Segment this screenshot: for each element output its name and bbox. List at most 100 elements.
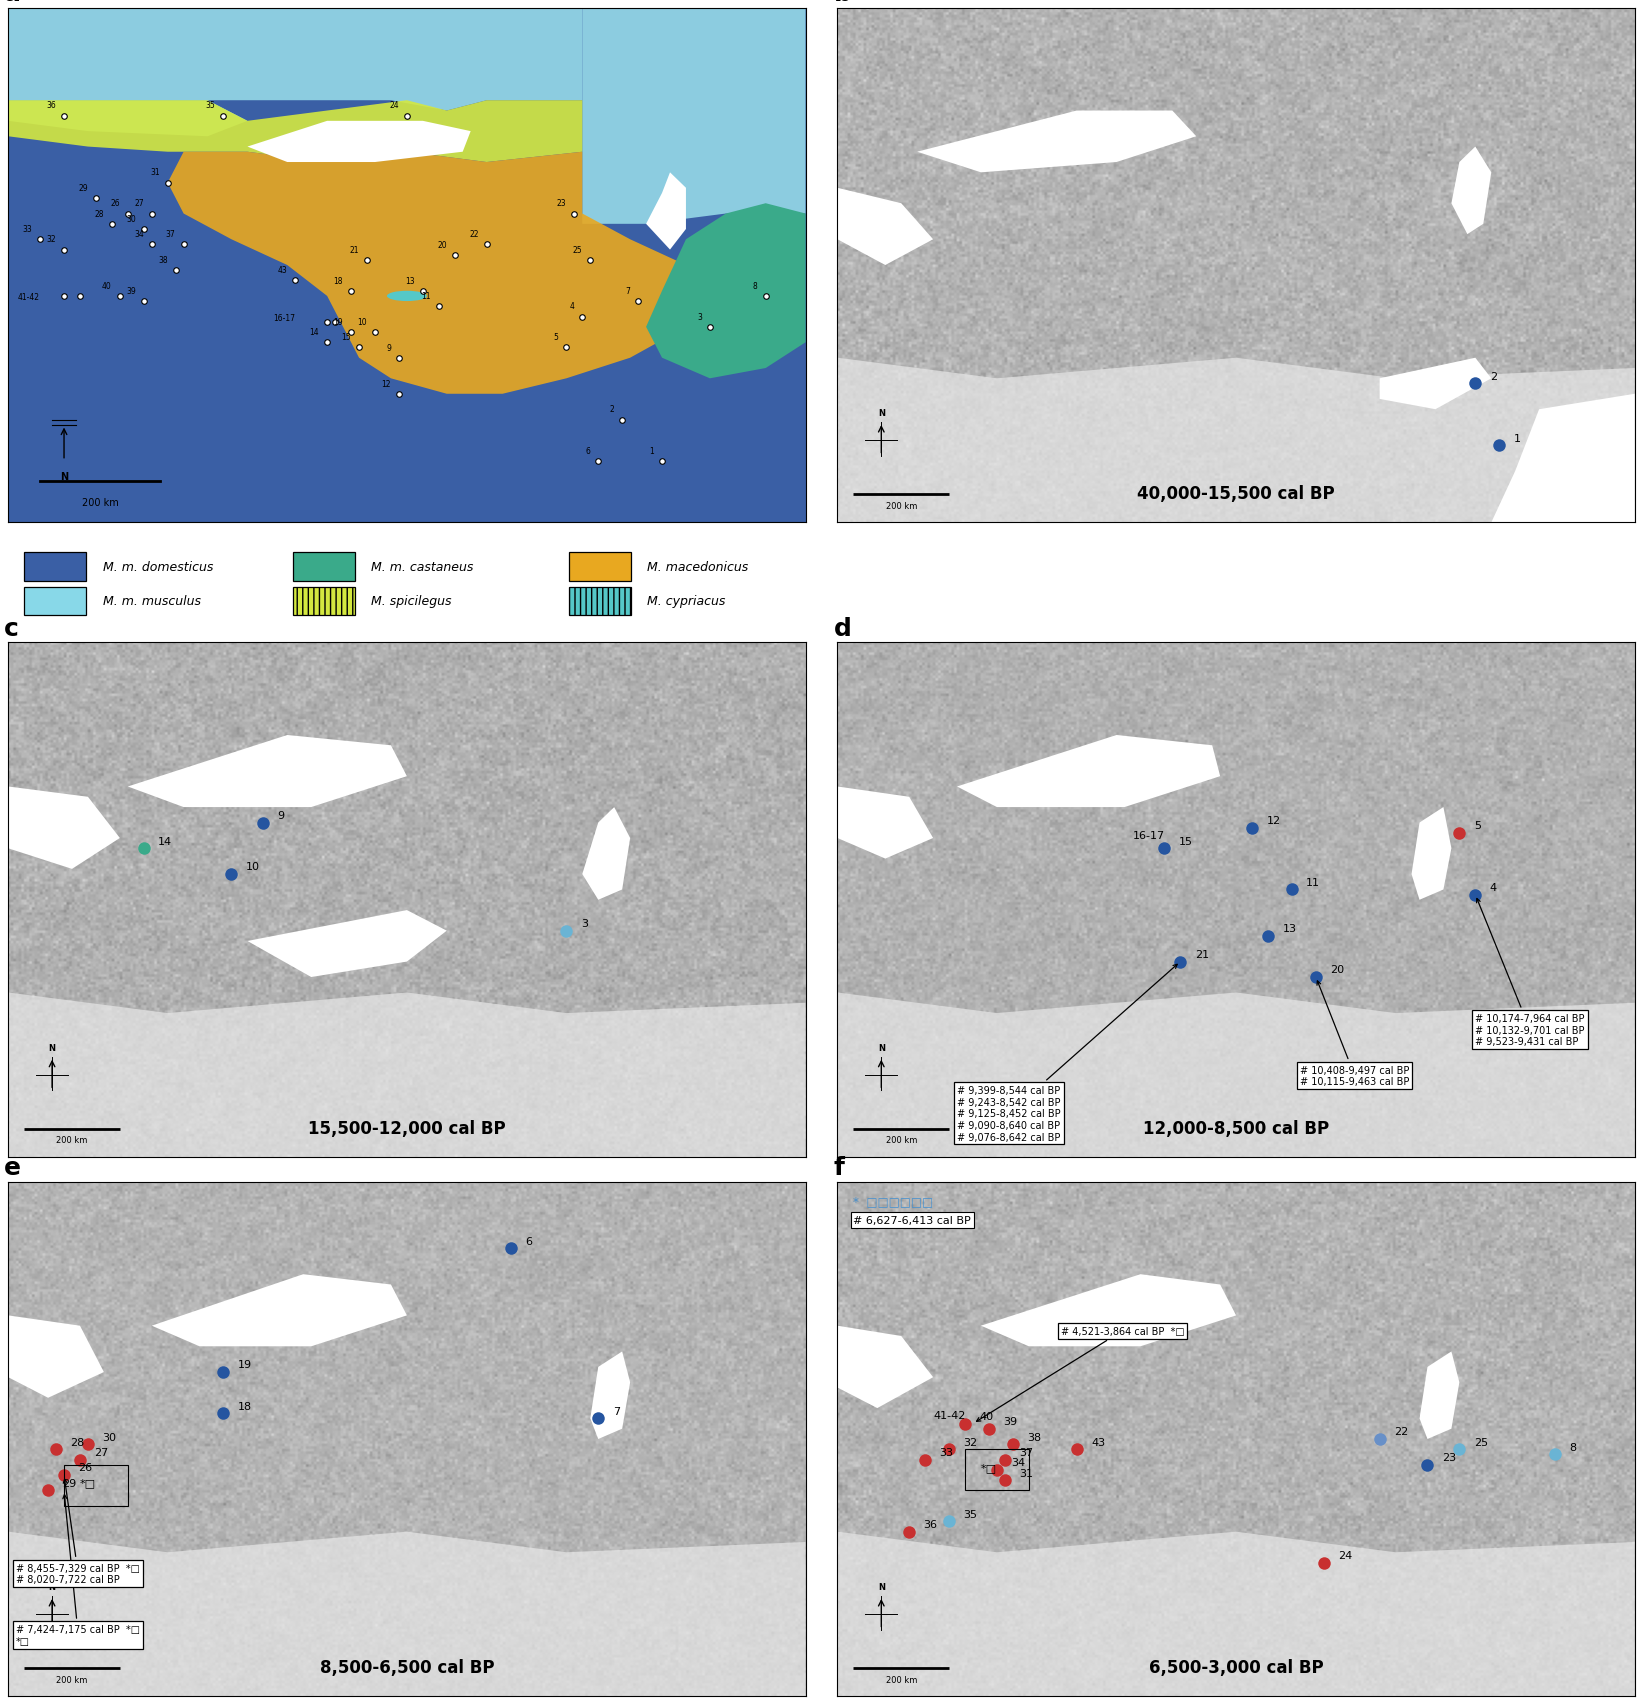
Text: 200 km: 200 km [886, 501, 917, 510]
Text: 2: 2 [1490, 372, 1497, 382]
Polygon shape [838, 1326, 933, 1408]
Text: 16-17: 16-17 [1132, 830, 1165, 841]
Text: 14: 14 [158, 835, 173, 846]
Polygon shape [838, 1531, 1635, 1696]
Text: 31: 31 [150, 169, 159, 177]
Polygon shape [956, 735, 1221, 808]
Text: 6,500-3,000 cal BP: 6,500-3,000 cal BP [1148, 1657, 1323, 1676]
Text: 23: 23 [557, 199, 567, 208]
Text: 200 km: 200 km [56, 1674, 87, 1683]
Polygon shape [8, 1316, 104, 1398]
Text: 14: 14 [309, 327, 319, 338]
Polygon shape [8, 1531, 805, 1696]
Text: 15: 15 [342, 332, 352, 343]
Text: 24: 24 [1337, 1550, 1352, 1560]
Polygon shape [838, 788, 933, 859]
Text: 33: 33 [23, 225, 33, 234]
Text: 37: 37 [166, 230, 176, 239]
Polygon shape [248, 121, 470, 164]
Text: 19: 19 [334, 317, 343, 327]
FancyBboxPatch shape [570, 552, 631, 581]
Text: 12: 12 [1267, 815, 1280, 825]
Text: 18: 18 [334, 276, 343, 285]
Text: 1: 1 [1513, 433, 1520, 443]
Polygon shape [582, 9, 805, 225]
Text: # 10,174-7,964 cal BP
# 10,132-9,701 cal BP
# 9,523-9,431 cal BP: # 10,174-7,964 cal BP # 10,132-9,701 cal… [1475, 899, 1585, 1047]
Text: M. spicilegus: M. spicilegus [371, 595, 452, 609]
Text: e: e [5, 1156, 21, 1180]
Text: a: a [5, 0, 21, 5]
FancyBboxPatch shape [292, 587, 355, 616]
Text: 200 km: 200 km [886, 1674, 917, 1683]
Text: 7: 7 [613, 1407, 619, 1415]
Text: 39: 39 [127, 286, 136, 295]
Text: 4: 4 [1490, 883, 1497, 892]
Text: 37: 37 [1019, 1448, 1033, 1458]
Text: 41-42: 41-42 [18, 293, 39, 302]
Text: 9: 9 [386, 343, 391, 353]
Text: b: b [833, 0, 851, 5]
Polygon shape [248, 910, 447, 977]
Text: 32: 32 [963, 1437, 978, 1448]
Text: 28: 28 [94, 210, 104, 218]
Text: 12,000-8,500 cal BP: 12,000-8,500 cal BP [1144, 1118, 1329, 1137]
Text: 29: 29 [79, 184, 89, 193]
Text: 38: 38 [158, 256, 168, 264]
Text: 23: 23 [1443, 1453, 1456, 1463]
FancyBboxPatch shape [25, 552, 87, 581]
Polygon shape [838, 992, 1635, 1158]
Polygon shape [8, 9, 582, 111]
Text: N: N [59, 472, 67, 483]
Text: 43: 43 [1091, 1437, 1106, 1448]
FancyBboxPatch shape [292, 552, 355, 581]
Text: 34: 34 [1012, 1458, 1025, 1468]
Polygon shape [8, 788, 120, 870]
Text: 200 km: 200 km [82, 498, 118, 508]
Text: 3: 3 [580, 919, 588, 929]
Polygon shape [128, 735, 407, 808]
Polygon shape [981, 1274, 1236, 1347]
FancyBboxPatch shape [570, 587, 631, 616]
Polygon shape [1492, 394, 1635, 523]
Text: 35: 35 [963, 1509, 978, 1519]
Ellipse shape [388, 292, 427, 302]
Text: M. cypriacus: M. cypriacus [647, 595, 726, 609]
Text: 34: 34 [135, 230, 145, 239]
Text: N: N [49, 1582, 56, 1591]
Text: 20: 20 [437, 240, 447, 249]
Text: 30: 30 [127, 215, 136, 223]
Text: N: N [49, 1043, 56, 1052]
Text: 29: 29 [62, 1478, 77, 1488]
Text: 4: 4 [570, 302, 575, 310]
Text: 26: 26 [110, 199, 120, 208]
Text: 9: 9 [278, 810, 284, 820]
Text: # 8,455-7,329 cal BP  *□
# 8,020-7,722 cal BP: # 8,455-7,329 cal BP *□ # 8,020-7,722 ca… [16, 1480, 140, 1584]
Text: 7: 7 [626, 286, 631, 295]
Polygon shape [8, 101, 248, 136]
Polygon shape [917, 111, 1196, 174]
Text: # 6,627-6,413 cal BP: # 6,627-6,413 cal BP [853, 1216, 971, 1226]
Text: 11: 11 [421, 292, 430, 300]
Polygon shape [838, 358, 1635, 523]
Text: 13: 13 [406, 276, 414, 285]
Text: c: c [5, 616, 20, 641]
Polygon shape [646, 174, 687, 251]
Text: 40: 40 [979, 1412, 994, 1422]
Text: 36: 36 [46, 101, 56, 111]
Text: 26: 26 [79, 1463, 92, 1473]
Text: 25: 25 [1474, 1437, 1489, 1448]
Text: 13: 13 [1282, 924, 1296, 934]
Text: 40: 40 [102, 281, 112, 290]
Text: *□: *□ [81, 1478, 95, 1487]
Text: 10: 10 [246, 863, 260, 871]
Text: 18: 18 [238, 1402, 251, 1410]
Text: 22: 22 [1393, 1427, 1408, 1437]
Text: 24: 24 [389, 101, 399, 111]
Text: 11: 11 [1306, 878, 1321, 887]
Text: 25: 25 [573, 246, 582, 254]
Text: 10: 10 [358, 317, 366, 327]
Text: M. macedonicus: M. macedonicus [647, 561, 749, 575]
Text: 27: 27 [135, 199, 145, 208]
Text: f: f [833, 1156, 845, 1180]
Text: *  □□□□□□: * □□□□□□ [853, 1195, 933, 1207]
